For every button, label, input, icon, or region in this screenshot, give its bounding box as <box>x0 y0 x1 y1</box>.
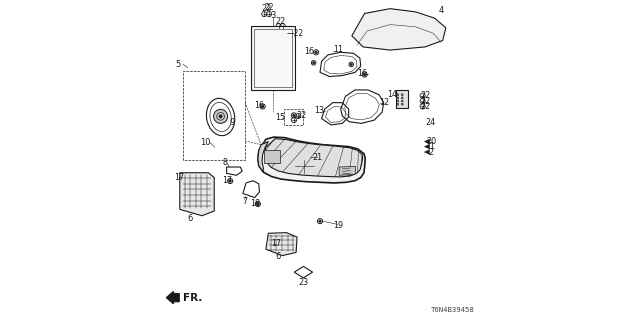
Text: 21: 21 <box>312 153 323 162</box>
Circle shape <box>397 100 399 102</box>
Circle shape <box>401 100 403 102</box>
Text: 22: 22 <box>420 102 431 111</box>
Circle shape <box>401 97 403 99</box>
Polygon shape <box>424 149 429 155</box>
Text: 12: 12 <box>379 98 388 107</box>
Text: 17: 17 <box>222 176 232 185</box>
Text: 13: 13 <box>314 106 324 115</box>
Text: 16: 16 <box>254 101 264 110</box>
Text: 22: 22 <box>420 91 431 100</box>
Polygon shape <box>252 26 294 90</box>
Circle shape <box>284 249 286 251</box>
Text: 11: 11 <box>333 44 344 54</box>
Text: 2: 2 <box>429 148 434 156</box>
Polygon shape <box>352 9 446 50</box>
Circle shape <box>397 103 399 105</box>
Circle shape <box>272 243 274 245</box>
Polygon shape <box>180 173 214 216</box>
Circle shape <box>319 220 321 222</box>
Text: 16: 16 <box>357 69 367 78</box>
Text: T6N4B39458: T6N4B39458 <box>431 308 474 313</box>
Text: 1: 1 <box>429 142 434 151</box>
Text: 23: 23 <box>298 278 308 287</box>
Polygon shape <box>258 141 268 172</box>
Text: 8: 8 <box>223 158 228 167</box>
Text: 19: 19 <box>333 221 344 230</box>
Text: 22: 22 <box>265 3 275 12</box>
Text: 22: 22 <box>420 97 431 106</box>
Circle shape <box>312 62 315 64</box>
Circle shape <box>257 203 259 205</box>
Text: 4: 4 <box>439 6 444 15</box>
Circle shape <box>401 94 403 96</box>
Polygon shape <box>266 233 297 256</box>
Text: 22: 22 <box>261 4 271 13</box>
Circle shape <box>397 97 399 99</box>
FancyArrow shape <box>166 292 179 304</box>
Polygon shape <box>264 150 280 163</box>
Circle shape <box>350 63 352 65</box>
Polygon shape <box>424 139 429 144</box>
Text: 3: 3 <box>270 11 276 20</box>
Polygon shape <box>339 166 356 175</box>
Text: 7: 7 <box>242 197 247 206</box>
Polygon shape <box>424 144 429 149</box>
Text: 6: 6 <box>275 252 280 261</box>
Circle shape <box>219 115 222 118</box>
Text: 22: 22 <box>276 17 286 26</box>
Text: —22: —22 <box>287 29 304 38</box>
Text: 17: 17 <box>174 173 184 182</box>
Polygon shape <box>265 139 363 177</box>
Circle shape <box>315 51 317 53</box>
Circle shape <box>401 103 403 105</box>
Text: 14: 14 <box>388 90 397 99</box>
Circle shape <box>364 74 365 76</box>
Text: FR.: FR. <box>183 293 202 303</box>
Polygon shape <box>258 137 365 183</box>
Text: 15: 15 <box>275 114 285 123</box>
Circle shape <box>181 177 184 179</box>
Text: 9: 9 <box>230 118 235 127</box>
Text: 20: 20 <box>426 137 436 146</box>
Circle shape <box>397 94 399 96</box>
Circle shape <box>307 156 309 159</box>
Text: 22: 22 <box>297 111 307 120</box>
Text: 5: 5 <box>175 60 180 69</box>
Circle shape <box>229 180 231 182</box>
Circle shape <box>262 105 264 108</box>
Text: 16: 16 <box>304 47 314 56</box>
Circle shape <box>292 114 295 116</box>
Text: 6: 6 <box>188 214 193 223</box>
Circle shape <box>214 109 228 123</box>
Bar <box>396 90 408 108</box>
Text: 17: 17 <box>271 239 282 248</box>
Text: 24: 24 <box>426 118 436 127</box>
Text: 18: 18 <box>250 198 260 207</box>
Text: 10: 10 <box>200 138 211 147</box>
